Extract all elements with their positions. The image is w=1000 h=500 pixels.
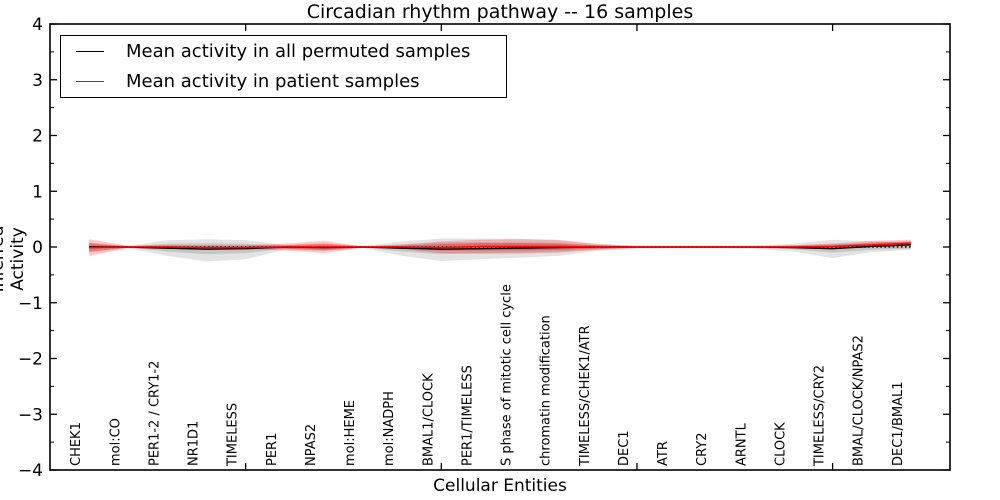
- category-label: CLOCK: [773, 422, 788, 466]
- category-label: PER1: [265, 433, 280, 466]
- y-axis-label: Inferred Activity: [0, 225, 28, 293]
- category-label: PER1-2 / CRY1-2: [147, 361, 162, 466]
- x-axis-label: Cellular Entities: [433, 476, 567, 496]
- category-label: BMAL/CLOCK/NPAS2: [852, 335, 867, 466]
- category-label: DEC1/BMAL1: [891, 382, 906, 467]
- y-tick-label: −3: [18, 405, 43, 425]
- category-label: ATR: [656, 441, 671, 466]
- legend: Mean activity in all permuted samples Me…: [60, 35, 507, 98]
- legend-entry-permuted: Mean activity in all permuted samples: [61, 38, 506, 66]
- category-label: chromatin modification: [539, 315, 554, 466]
- patient-line-sample: [76, 80, 104, 82]
- patient-mean-line: [89, 242, 911, 249]
- chart-title: Circadian rhythm pathway -- 16 samples: [306, 1, 694, 23]
- y-tick-label: −1: [18, 294, 43, 314]
- category-label: CRY2: [695, 433, 710, 467]
- legend-label-patient: Mean activity in patient samples: [126, 70, 420, 92]
- y-tick-label: 1: [32, 182, 43, 202]
- category-label: mol:NADPH: [382, 391, 397, 466]
- permuted-line-sample: [76, 51, 104, 53]
- y-tick-label: 0: [32, 238, 43, 258]
- category-label: mol:CO: [108, 418, 123, 466]
- y-tick-label: −4: [18, 461, 43, 481]
- y-tick-label: 2: [32, 127, 43, 147]
- legend-label-permuted: Mean activity in all permuted samples: [126, 41, 471, 63]
- category-label: TIMELESS/CHEK1/ATR: [578, 325, 593, 467]
- legend-entry-patient: Mean activity in patient samples: [61, 67, 506, 95]
- category-label: PER1/TIMELESS: [460, 365, 475, 466]
- category-label: S phase of mitotic cell cycle: [500, 284, 515, 466]
- category-label: ARNTL: [734, 422, 749, 466]
- category-label: BMAL1/CLOCK: [421, 373, 436, 466]
- category-label: CHEK1: [69, 422, 84, 466]
- y-tick-label: 3: [32, 71, 43, 91]
- category-label: NR1D1: [187, 421, 202, 466]
- category-label: DEC1: [617, 430, 632, 466]
- y-tick-label: −2: [18, 350, 43, 370]
- category-label: mol:HEME: [343, 400, 358, 466]
- category-label: TIMELESS/CRY2: [813, 365, 828, 467]
- category-label: TIMELESS: [226, 403, 241, 467]
- y-tick-label: 4: [32, 15, 43, 35]
- category-label: NPAS2: [304, 424, 319, 466]
- permuted-band-outer: [89, 238, 911, 262]
